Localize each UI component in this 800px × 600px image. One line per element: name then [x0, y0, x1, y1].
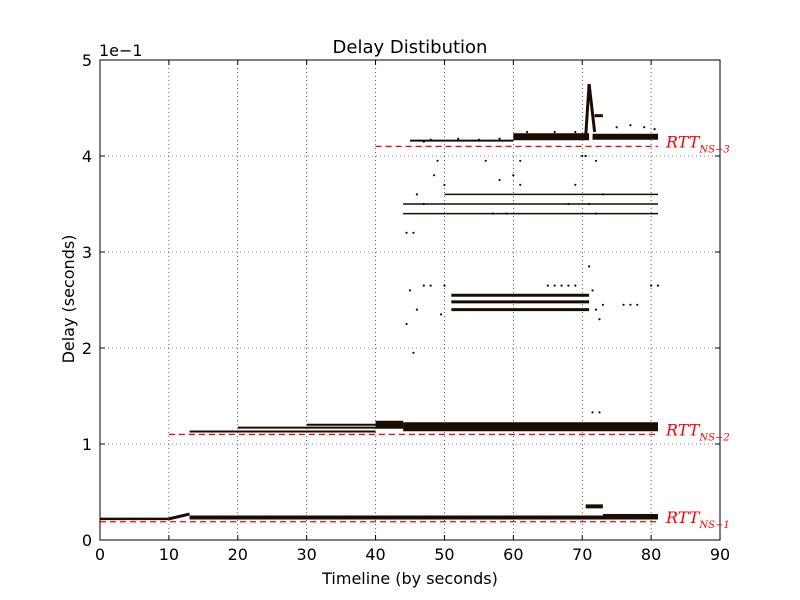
delay-point [422, 140, 425, 143]
delay-point [601, 193, 604, 196]
delay-point [429, 284, 432, 287]
delay-point [629, 303, 632, 306]
delay-point [615, 126, 618, 129]
delay-point [622, 303, 625, 306]
delay-point [436, 159, 439, 162]
delay-point [584, 154, 587, 158]
delay-point [546, 284, 549, 287]
delay-point [601, 303, 604, 306]
grid-lines [100, 60, 720, 540]
delay-point [591, 289, 594, 292]
delay-point [429, 138, 432, 141]
delay-point [588, 265, 591, 268]
y-axis-ticks: 0 1 2 3 4 5 [82, 51, 720, 550]
y-tick-label: 4 [82, 147, 92, 166]
delay-point [412, 351, 415, 354]
y-tick-label: 3 [82, 243, 92, 262]
delay-point [491, 212, 494, 215]
delay-band [584, 83, 591, 137]
delay-point [405, 231, 408, 234]
delay-point [526, 130, 529, 134]
x-tick-label: 10 [159, 545, 179, 564]
delay-point [498, 178, 501, 182]
delay-point [594, 212, 598, 215]
delay-point [567, 284, 570, 287]
delay-point [498, 137, 501, 140]
y-tick-label: 0 [82, 531, 92, 550]
delay-point [405, 322, 408, 326]
delay-point [588, 202, 591, 206]
delay-point [629, 124, 632, 127]
delay-point [594, 308, 598, 311]
reference-line-labels: RTTNS−1 RTTNS−2 RTTNS−3 [665, 132, 730, 530]
delay-point [553, 284, 556, 287]
delay-band [168, 512, 190, 521]
delay-point [594, 159, 598, 162]
delay-point [581, 154, 584, 158]
delay-point [519, 183, 522, 186]
x-tick-label: 70 [572, 545, 592, 564]
reference-lines [100, 145, 658, 523]
delay-point [643, 126, 646, 129]
delay-point [412, 231, 415, 234]
x-tick-label: 40 [365, 545, 385, 564]
delay-point [574, 284, 577, 287]
delay-point [560, 284, 563, 287]
delay-point [636, 303, 639, 306]
delay-point [591, 411, 594, 414]
delay-band [587, 83, 597, 133]
delay-point [415, 308, 418, 311]
x-tick-label: 80 [641, 545, 661, 564]
x-axis-label: Timeline (by seconds) [321, 569, 498, 588]
delay-point [653, 128, 656, 131]
delay-point [443, 284, 446, 287]
delay-point [439, 313, 443, 316]
delay-point [656, 284, 660, 287]
delay-point [433, 174, 436, 177]
x-tick-label: 90 [710, 545, 730, 564]
delay-point [512, 174, 515, 177]
reference-line-label: RTTNS−1 [665, 508, 730, 531]
reference-line-label: RTTNS−3 [665, 132, 730, 155]
delay-data-points [100, 83, 660, 521]
y-axis-scale-label: 1e−1 [99, 41, 143, 60]
x-tick-label: 0 [95, 545, 105, 564]
delay-point [422, 284, 425, 287]
y-tick-label: 2 [82, 339, 92, 358]
reference-line-label: RTTNS−2 [665, 420, 730, 443]
y-tick-label: 5 [82, 51, 92, 70]
delay-point [598, 411, 601, 414]
delay-point [415, 193, 418, 196]
delay-point [574, 183, 577, 186]
delay-point [484, 159, 487, 162]
delay-point [553, 130, 556, 134]
chart-title: Delay Distibution [333, 37, 488, 58]
delay-point [650, 284, 653, 287]
delay-point [567, 202, 570, 206]
delay-point [477, 138, 480, 141]
delay-point [519, 159, 522, 162]
delay-point [457, 137, 460, 140]
delay-point [505, 212, 508, 215]
delay-point [422, 202, 425, 206]
x-tick-label: 30 [296, 545, 316, 564]
delay-point [598, 318, 601, 321]
delay-point [408, 289, 412, 292]
x-tick-label: 20 [228, 545, 248, 564]
y-axis-label: Delay (seconds) [59, 235, 78, 364]
delay-point [574, 130, 577, 134]
plot-frame [99, 59, 721, 541]
x-axis-ticks: 0 10 20 30 40 50 60 70 80 90 [95, 60, 730, 564]
y-tick-label: 1 [82, 435, 92, 454]
delay-point [443, 183, 446, 186]
x-tick-label: 50 [434, 545, 454, 564]
x-tick-label: 60 [503, 545, 523, 564]
